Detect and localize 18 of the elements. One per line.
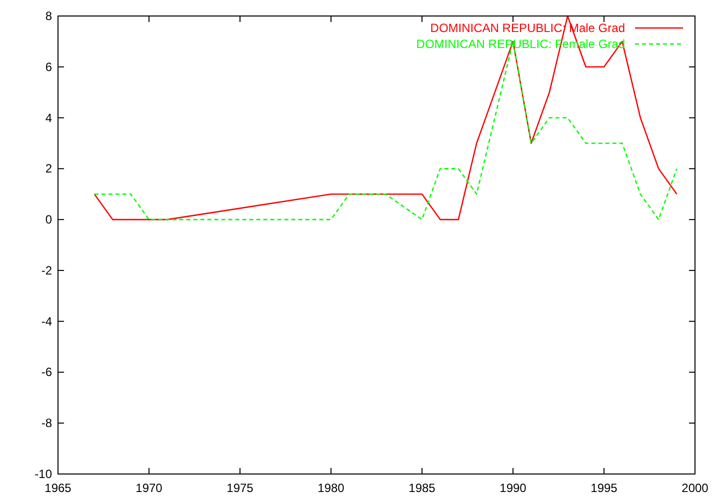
y-tick-label: 6	[45, 60, 52, 74]
x-tick-label: 1990	[500, 481, 527, 495]
y-tick-label: 0	[45, 212, 52, 227]
y-tick-label: 2	[45, 162, 52, 176]
y-tick-label: -8	[41, 416, 52, 430]
x-tick-label: 1995	[590, 481, 618, 495]
x-tick-label: 2000	[682, 481, 709, 495]
x-tick-label: 1980	[318, 481, 345, 495]
x-tick-label: 1970	[136, 481, 163, 495]
y-tick-label: -6	[41, 365, 52, 380]
y-tick-label: -2	[41, 263, 52, 278]
y-tick-label: -10	[34, 467, 52, 481]
x-tick-label: 1985	[408, 481, 436, 495]
x-tick-label: 1965	[44, 481, 72, 495]
y-tick-label: 4	[45, 110, 52, 125]
y-tick-label: -4	[41, 314, 52, 328]
x-tick-label: 1975	[226, 481, 254, 495]
y-tick-label: 8	[45, 9, 52, 23]
